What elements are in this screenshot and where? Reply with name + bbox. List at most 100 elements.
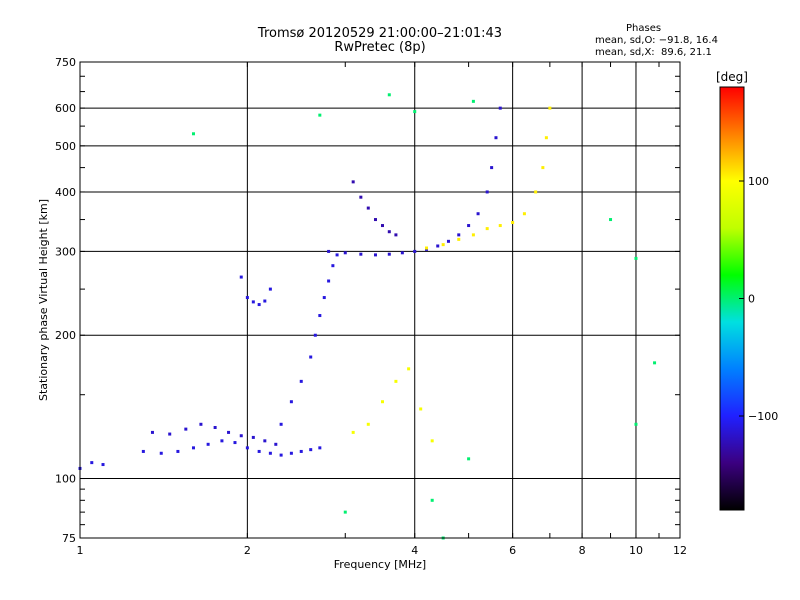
data-point — [220, 439, 224, 443]
data-point — [335, 253, 339, 257]
data-point — [387, 230, 391, 234]
data-point — [387, 93, 391, 97]
data-point — [227, 430, 231, 434]
data-point — [159, 451, 163, 455]
data-point — [609, 218, 613, 222]
data-point — [251, 435, 255, 439]
chart-subtitle: RwPretec (8p) — [334, 40, 426, 55]
data-point — [150, 430, 154, 434]
data-point — [318, 446, 322, 450]
data-point — [279, 422, 283, 426]
data-point — [268, 287, 272, 291]
data-point — [471, 233, 475, 237]
y-tick-label: 500 — [55, 140, 76, 153]
data-point — [441, 243, 445, 247]
data-point — [394, 379, 398, 383]
data-point — [653, 361, 657, 365]
data-point — [257, 303, 261, 307]
colorbar-tick-label: 100 — [748, 175, 769, 188]
x-tick-label: 2 — [244, 544, 251, 557]
data-point — [331, 264, 335, 268]
data-point — [327, 279, 331, 283]
data-point — [430, 439, 434, 443]
data-point — [239, 275, 243, 279]
y-tick-label: 750 — [55, 56, 76, 69]
data-point — [534, 190, 538, 194]
data-point — [485, 190, 489, 194]
data-point — [407, 367, 411, 371]
data-point — [279, 453, 283, 457]
plot-frame — [79, 61, 681, 539]
y-tick-label: 100 — [55, 473, 76, 486]
data-point — [425, 246, 429, 250]
data-point — [251, 300, 255, 304]
data-point — [343, 251, 347, 255]
data-point — [419, 407, 423, 411]
phases-o-stats: mean, sd,O: −91.8, 16.4 — [595, 35, 718, 46]
data-point — [400, 251, 404, 255]
data-point — [494, 136, 498, 140]
data-point — [366, 422, 370, 426]
phases-header: Phases — [626, 23, 662, 34]
data-point — [544, 136, 548, 140]
data-point — [257, 449, 261, 453]
y-tick-label: 400 — [55, 186, 76, 199]
data-point — [380, 400, 384, 404]
data-point — [289, 400, 293, 404]
phases-x-stats: mean, sd,X: 89.6, 21.1 — [595, 47, 712, 58]
data-point — [634, 422, 638, 426]
data-point — [490, 166, 494, 170]
data-point — [199, 422, 203, 426]
data-point — [359, 195, 363, 199]
data-point — [206, 442, 210, 446]
data-point — [467, 224, 471, 228]
y-tick-label: 200 — [55, 329, 76, 342]
data-point — [191, 132, 195, 136]
data-point — [634, 256, 638, 260]
data-point — [263, 299, 267, 303]
data-point — [476, 212, 480, 216]
data-point — [322, 296, 326, 300]
data-point — [467, 457, 471, 461]
data-point — [141, 449, 145, 453]
data-point — [191, 446, 195, 450]
data-point — [366, 206, 370, 210]
y-axis-label: Stationary phase Virtual Height [km] — [37, 199, 50, 401]
data-point — [541, 166, 545, 170]
data-point — [313, 333, 317, 337]
x-tick-label: 1 — [77, 544, 84, 557]
data-point — [457, 237, 461, 241]
data-point — [239, 434, 243, 438]
data-point — [343, 510, 347, 514]
x-tick-label: 10 — [629, 544, 643, 557]
data-point — [373, 253, 377, 257]
data-point — [413, 110, 417, 114]
data-point — [289, 451, 293, 455]
data-point — [413, 249, 417, 253]
chart-title: Tromsø 20120529 21:00:00–21:01:43 — [257, 26, 503, 41]
data-point — [548, 106, 552, 110]
y-tick-label: 75 — [62, 532, 76, 545]
data-point — [318, 113, 322, 117]
x-tick-label: 6 — [509, 544, 516, 557]
data-point — [394, 233, 398, 237]
data-point — [387, 252, 391, 256]
data-point — [351, 430, 355, 434]
data-point — [309, 355, 313, 359]
data-point — [168, 432, 172, 436]
data-point — [274, 442, 278, 446]
data-point — [245, 446, 249, 450]
data-point — [233, 441, 237, 445]
data-point — [359, 252, 363, 256]
data-point — [471, 99, 475, 103]
data-point — [299, 449, 303, 453]
data-point — [498, 106, 502, 110]
data-point — [299, 379, 303, 383]
data-point — [327, 249, 331, 253]
data-point — [498, 224, 502, 228]
data-point — [90, 461, 94, 465]
data-point — [309, 448, 313, 452]
y-tick-label: 300 — [55, 245, 76, 258]
data-point — [268, 451, 272, 455]
